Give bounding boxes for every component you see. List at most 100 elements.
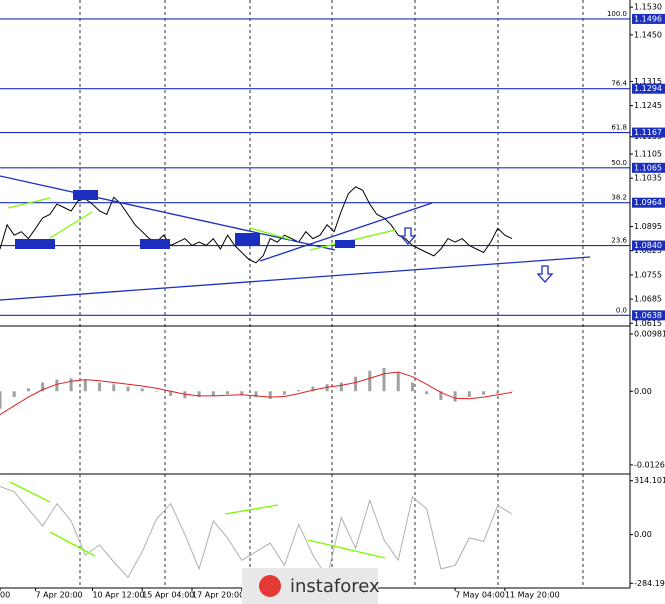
price-box-label: 1.1065: [634, 163, 662, 172]
histogram-bar: [268, 391, 272, 399]
y-tick-label: 0.00981: [634, 330, 665, 339]
divergence-line: [49, 531, 96, 557]
histogram-bar: [69, 378, 73, 392]
price-box: [632, 83, 665, 94]
price-box: [632, 197, 665, 208]
histogram-bar: [354, 376, 358, 392]
fib-level-label: 100.0: [607, 10, 627, 18]
down-arrow: [399, 227, 417, 245]
histogram-bar: [83, 379, 87, 392]
y-tick-label: 1.1530: [634, 3, 662, 12]
y-tick-label: 0.00: [634, 530, 652, 539]
x-tick-label: 15 Apr 04:00: [142, 591, 194, 600]
zone: [335, 240, 355, 248]
y-tick-label: 1.1450: [634, 30, 662, 39]
price-box: [632, 310, 665, 321]
logo-icon: [259, 575, 281, 597]
data-layer: [0, 6, 633, 591]
divergence-line: [9, 481, 51, 503]
fib-level-label: 61.8: [611, 124, 627, 132]
y-tick-label: 1.0895: [634, 222, 662, 231]
histogram-bar: [98, 382, 102, 392]
text-layer: 1.15301.14501.13151.12451.11551.11051.10…: [0, 3, 665, 600]
y-tick-label: 0.00: [634, 387, 652, 396]
x-tick-label: 17 Apr 20:00: [192, 591, 244, 600]
histogram-bar: [26, 388, 30, 392]
y-tick-label: 1.0685: [634, 295, 662, 304]
y-tick-label: 1.1245: [634, 101, 662, 110]
fib-level-label: 23.6: [611, 237, 627, 245]
price-line: [0, 486, 513, 579]
trend-line: [0, 175, 336, 251]
grid-layer: [79, 0, 584, 588]
price-box-label: 1.0638: [634, 311, 662, 320]
histogram-bar: [254, 391, 258, 398]
histogram-bar: [339, 382, 343, 392]
x-tick-label: 7 Apr 20:00: [36, 591, 83, 600]
x-tick-label: 11 May 20:00: [505, 591, 560, 600]
y-tick-label: 1.0755: [634, 270, 662, 279]
y-tick-label: 1.1315: [634, 77, 662, 86]
histogram-bar: [197, 391, 201, 398]
histogram-bar: [126, 386, 130, 392]
logo: instaforex: [242, 568, 380, 604]
x-tick-label: 7 May 04:00: [455, 591, 505, 600]
zone: [140, 239, 170, 249]
divergence-line: [307, 539, 386, 559]
price-box-label: 1.0840: [634, 241, 662, 250]
price-box-label: 1.1496: [634, 14, 662, 23]
histogram-bar: [240, 391, 244, 395]
histogram-bar: [211, 391, 215, 396]
price-box: [632, 127, 665, 138]
y-tick-label: 314.1014: [634, 476, 665, 485]
histogram-bar: [169, 391, 173, 396]
histogram-bar: [112, 384, 116, 392]
down-arrow: [536, 265, 554, 283]
price-box-label: 1.0964: [634, 198, 662, 207]
zone: [73, 190, 98, 200]
histogram-bar: [282, 391, 286, 395]
y-tick-label: 1.1105: [634, 150, 662, 159]
annotations: [0, 175, 591, 559]
histogram-bar: [311, 386, 315, 392]
histogram-bar: [467, 391, 471, 398]
histogram-bar: [41, 382, 45, 392]
histogram-bar: [0, 391, 2, 409]
histogram-bar: [154, 391, 158, 392]
zone: [15, 239, 55, 249]
trend-line: [259, 202, 433, 262]
price-box: [632, 13, 665, 24]
histogram-bar: [12, 391, 16, 398]
histogram-bar: [510, 390, 514, 392]
histogram-bar: [410, 382, 414, 392]
divergence-line: [7, 197, 51, 209]
x-tick-label: 10 Apr 12:00: [92, 591, 144, 600]
y-tick-label: 1.0825: [634, 246, 662, 255]
histogram-bar: [297, 390, 301, 392]
histogram-bar: [55, 379, 59, 392]
fib-level-label: 76.4: [611, 80, 627, 88]
price-box-label: 1.1167: [634, 128, 662, 137]
price-box-label: 1.1294: [634, 84, 662, 93]
histogram-bar: [482, 391, 486, 395]
histogram-bar: [368, 370, 372, 392]
histogram-bar: [226, 391, 230, 395]
divergence-line: [224, 504, 279, 515]
y-tick-label: 1.1035: [634, 174, 662, 183]
histogram-bar: [496, 391, 500, 394]
histogram-bar: [140, 388, 144, 392]
signal-line: [0, 371, 513, 416]
divergence-line: [49, 211, 93, 239]
histogram-bar: [325, 384, 329, 392]
fib-level-label: 38.2: [611, 194, 627, 202]
histogram-bar: [183, 391, 187, 399]
histogram-bar: [425, 391, 429, 395]
logo-text: instaforex: [290, 576, 380, 597]
histogram-bar: [396, 372, 400, 392]
y-tick-label: -284.196: [634, 579, 665, 588]
x-tick-label: 00: [0, 591, 10, 600]
zone: [235, 233, 260, 245]
